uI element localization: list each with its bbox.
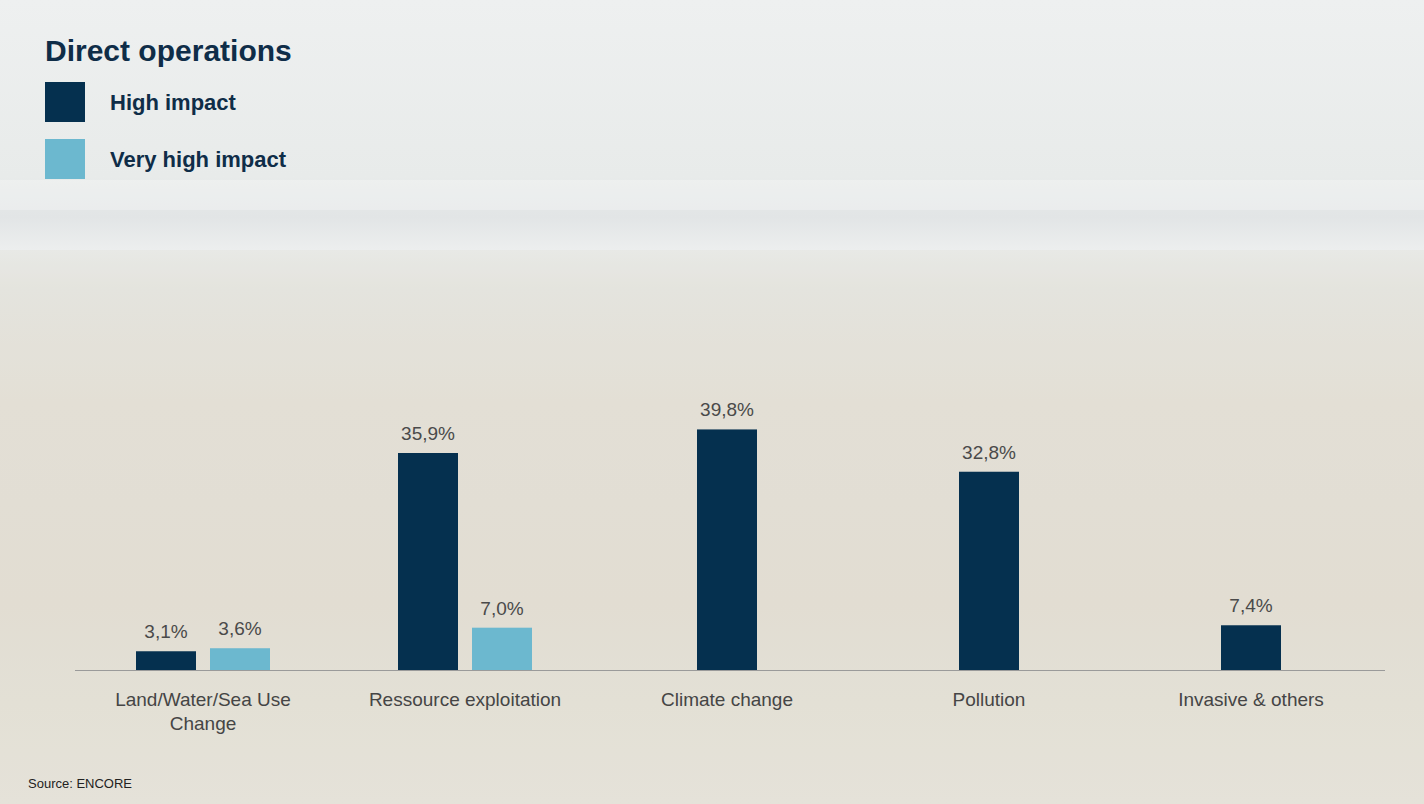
data-label: 39,8% — [700, 399, 754, 420]
bg-water — [0, 180, 1424, 210]
title: Direct operations — [45, 34, 292, 67]
tick-line: Climate change — [661, 689, 793, 710]
bar — [697, 429, 757, 670]
data-label: 7,0% — [480, 598, 523, 619]
data-label: 3,1% — [144, 621, 187, 642]
x-tick-label: Land/Water/Sea Use Change — [115, 689, 291, 734]
legend-label: Very high impact — [110, 147, 287, 172]
x-tick-label: Ressource exploitation — [369, 689, 561, 710]
x-tick-label: Invasive & others — [1178, 689, 1324, 710]
x-tick-label: Pollution — [953, 689, 1026, 710]
legend-swatch — [45, 139, 85, 179]
data-label: 32,8% — [962, 442, 1016, 463]
chart: Direct operations High impact Very high im… — [0, 0, 1424, 804]
source: Source: ENCORE — [28, 776, 132, 791]
bar — [1221, 625, 1281, 670]
tick-line: Pollution — [953, 689, 1026, 710]
legend-swatch — [45, 82, 85, 122]
data-label: 7,4% — [1229, 595, 1272, 616]
bar — [210, 648, 270, 670]
x-tick-label: Climate change — [661, 689, 793, 710]
bar — [398, 453, 458, 670]
tick-line: Change — [170, 713, 237, 734]
data-label: 3,6% — [218, 618, 261, 639]
tick-line: Ressource exploitation — [369, 689, 561, 710]
data-labels: 3,1% 3,6% 35,9% 7,0% 39,8% 32,8% 7,4% — [144, 399, 1272, 642]
bg-ground — [0, 250, 1424, 804]
data-label: 35,9% — [401, 423, 455, 444]
bar — [959, 472, 1019, 670]
legend-label: High impact — [110, 90, 237, 115]
x-axis — [75, 670, 1385, 671]
tick-line: Land/Water/Sea Use — [115, 689, 291, 710]
bars — [136, 429, 1281, 670]
bar — [472, 628, 532, 670]
bar — [136, 651, 196, 670]
tick-line: Invasive & others — [1178, 689, 1324, 710]
